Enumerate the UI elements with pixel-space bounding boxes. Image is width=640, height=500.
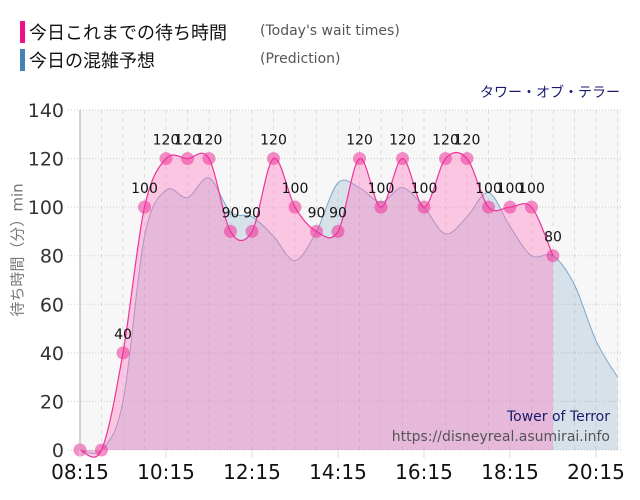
today-data-point[interactable] (288, 200, 302, 214)
data-label: 120 (153, 133, 180, 149)
today-data-point[interactable] (245, 224, 259, 238)
legend-item-today: 今日これまでの待ち時間 (20, 20, 227, 44)
x-tick-label: 20:15 (567, 460, 625, 484)
data-label: 90 (243, 205, 261, 221)
today-data-point[interactable] (224, 224, 237, 238)
data-label: 100 (411, 181, 438, 197)
prediction-line (79, 177, 618, 455)
watermark-url: https://disneyreal.asumirai.info (392, 429, 610, 445)
today-data-point[interactable] (396, 152, 409, 166)
legend-item-prediction: 今日の混雑予想 (20, 48, 155, 72)
y-axis-label: 待ち時間（分）min (8, 183, 27, 317)
data-label: 100 (518, 181, 545, 197)
data-label: 120 (389, 133, 416, 149)
data-label: 100 (282, 181, 309, 197)
today-data-point[interactable] (310, 224, 323, 238)
legend-label-prediction-en: (Prediction) (260, 51, 341, 67)
today-data-point[interactable] (417, 200, 431, 214)
legend-label-today-jp: 今日これまでの待ち時間 (29, 23, 227, 44)
data-label: 120 (174, 133, 201, 149)
y-tick-label: 60 (40, 294, 64, 316)
x-tick-label: 14:15 (309, 460, 367, 484)
data-label: 120 (260, 133, 287, 149)
today-data-point[interactable] (353, 152, 366, 166)
y-tick-label: 100 (28, 197, 64, 219)
today-data-point[interactable] (181, 152, 194, 166)
today-data-point[interactable] (202, 152, 216, 166)
data-label: 90 (308, 205, 326, 221)
y-tick-label: 0 (52, 440, 64, 462)
plot-area (80, 110, 621, 450)
data-label: 120 (454, 133, 481, 149)
legend-label-today-en: (Today's wait times) (260, 23, 400, 39)
data-label: 120 (432, 133, 459, 149)
y-tick-label: 40 (40, 343, 64, 365)
today-data-point[interactable] (503, 200, 517, 214)
data-label: 120 (196, 133, 223, 149)
x-tick-label: 10:15 (137, 460, 195, 484)
x-tick-label: 12:15 (223, 460, 281, 484)
today-data-point[interactable] (482, 200, 495, 214)
data-label: 100 (475, 181, 502, 197)
today-data-point[interactable] (460, 152, 474, 166)
today-data-point[interactable] (138, 200, 151, 214)
today-data-point[interactable] (525, 200, 538, 214)
y-tick-label: 120 (28, 149, 64, 171)
y-tick-label: 140 (28, 100, 64, 122)
y-tick-label: 80 (40, 246, 64, 268)
today-data-point[interactable] (331, 224, 345, 238)
prediction-area (80, 177, 618, 454)
data-label: 90 (222, 205, 240, 221)
today-data-point[interactable] (159, 152, 173, 166)
x-tick-label: 08:15 (51, 460, 109, 484)
data-label: 90 (329, 205, 347, 221)
data-label: 120 (346, 133, 373, 149)
watermark-title: Tower of Terror (506, 409, 610, 425)
x-tick-label: 16:15 (395, 460, 453, 484)
y-tick-label: 20 (40, 391, 64, 413)
data-label: 100 (131, 181, 158, 197)
legend-label-prediction-jp: 今日の混雑予想 (29, 51, 155, 72)
data-label: 100 (497, 181, 524, 197)
today-data-point[interactable] (374, 200, 388, 214)
today-data-point[interactable] (267, 152, 280, 166)
data-label: 40 (114, 327, 132, 343)
legend-swatch-prediction (20, 49, 25, 71)
data-label: 80 (544, 230, 562, 246)
today-data-point[interactable] (116, 346, 130, 360)
today-data-point[interactable] (95, 443, 108, 457)
legend-swatch-today (20, 21, 25, 43)
today-data-point[interactable] (439, 152, 452, 166)
x-tick-label: 18:15 (481, 460, 539, 484)
today-area (80, 152, 553, 458)
data-label: 100 (368, 181, 395, 197)
attraction-title: タワー・オブ・テラー (480, 85, 620, 101)
today-data-point[interactable] (546, 249, 560, 263)
